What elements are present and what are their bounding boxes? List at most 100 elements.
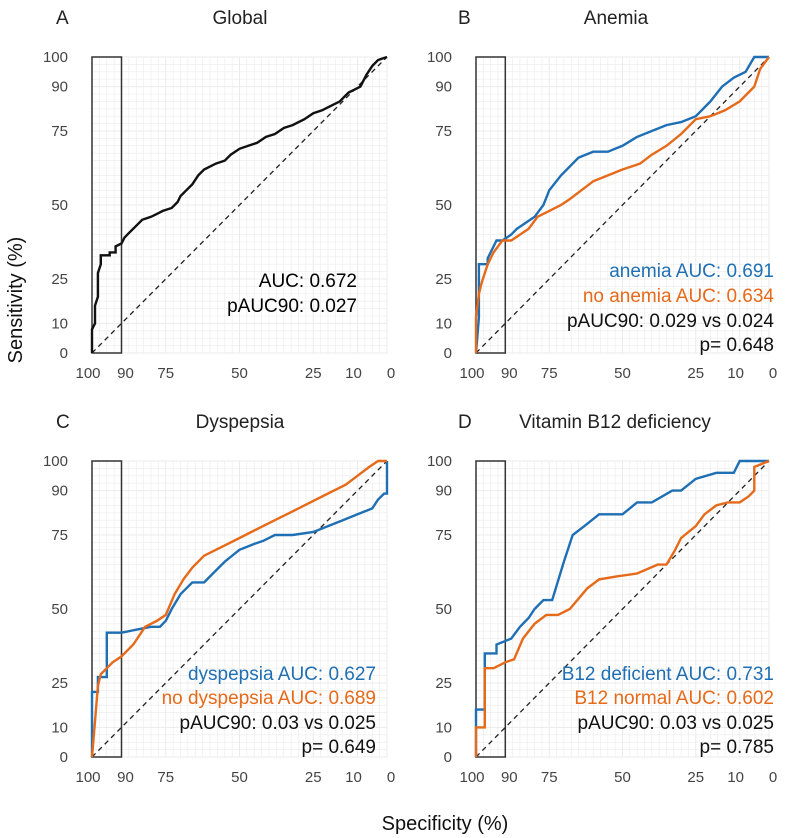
- x-tick-label: 0: [769, 769, 777, 786]
- y-tick-label: 90: [435, 483, 452, 500]
- y-tick-label: 50: [51, 601, 68, 618]
- x-tick-label: 50: [231, 769, 248, 786]
- panel-letter: C: [56, 412, 70, 433]
- y-tick-label: 100: [43, 49, 68, 66]
- roc-curve-global: [90, 55, 388, 353]
- roc-curve-dyspepsia: [90, 461, 389, 757]
- partial-region-rect: [91, 56, 123, 354]
- diagonal-line: [475, 56, 770, 354]
- y-tick-label: 50: [435, 601, 452, 618]
- x-tick-label: 90: [117, 365, 134, 382]
- x-tick-label: 25: [305, 365, 322, 382]
- y-tick-label: 0: [60, 345, 68, 362]
- y-axis-title: Sensitivity (%): [5, 237, 27, 364]
- roc-curves: [474, 459, 770, 757]
- annotation-b12-normal-auc: B12 normal AUC: 0.602: [574, 688, 774, 709]
- partial-region-rect: [475, 56, 507, 354]
- y-tick-label: 25: [435, 271, 452, 288]
- annotation-p-value: p= 0.785: [700, 737, 775, 758]
- partial-region-rect: [91, 460, 123, 758]
- x-tick-label: 90: [501, 365, 518, 382]
- y-tick-label: 90: [435, 79, 452, 96]
- annotation-pauc: pAUC90: 0.027: [227, 296, 357, 317]
- y-tick-label: 100: [427, 453, 452, 470]
- annotation-pauc: pAUC90: 0.03 vs 0.025: [578, 713, 774, 734]
- panel-title: Anemia: [584, 8, 649, 29]
- partial-region-rect: [475, 460, 507, 758]
- y-tick-label: 10: [51, 719, 68, 736]
- y-tick-label: 10: [435, 719, 452, 736]
- panel-d-b12: D Vitamin B12 deficiency 01025507590100 …: [427, 412, 777, 786]
- chance-diagonal: [475, 460, 770, 758]
- x-tick-label: 90: [117, 769, 134, 786]
- y-tick-labels: 0 10 25 50 75 90 100: [43, 49, 68, 362]
- x-tick-label: 0: [387, 769, 395, 786]
- y-tick-labels: 0 10 25 50 75 90 100: [427, 49, 452, 362]
- y-tick-label: 10: [51, 315, 68, 332]
- annotation-pauc: pAUC90: 0.03 vs 0.025: [180, 713, 376, 734]
- y-tick-label: 50: [51, 197, 68, 214]
- x-tick-label: 50: [231, 365, 248, 382]
- y-tick-label: 0: [60, 749, 68, 766]
- x-tick-label: 10: [727, 365, 744, 382]
- y-tick-label: 25: [51, 271, 68, 288]
- x-tick-label: 75: [157, 365, 174, 382]
- partial-auc-box: [91, 56, 123, 354]
- panel-letter: B: [458, 8, 471, 29]
- y-tick-labels: 0 10 25 50 75 90 100: [43, 453, 68, 766]
- x-tick-label: 50: [614, 769, 631, 786]
- x-tick-label: 50: [614, 365, 631, 382]
- annotations: AUC: 0.672 pAUC90: 0.027: [227, 271, 357, 317]
- y-tick-label: 75: [51, 123, 68, 140]
- panel-letter: D: [458, 412, 472, 433]
- x-tick-labels: 100 90 75 50 25 10 0: [459, 365, 777, 382]
- grid: [91, 56, 388, 354]
- panel-title: Global: [213, 8, 268, 29]
- x-tick-label: 10: [345, 769, 362, 786]
- chance-diagonal: [91, 56, 388, 354]
- x-tick-label: 0: [769, 365, 777, 382]
- annotations: dyspepsia AUC: 0.627 no dyspepsia AUC: 0…: [162, 664, 376, 758]
- annotation-pauc: pAUC90: 0.029 vs 0.024: [567, 311, 774, 332]
- x-tick-label: 10: [727, 769, 744, 786]
- annotation-no-dyspepsia-auc: no dyspepsia AUC: 0.689: [162, 688, 376, 709]
- x-tick-label: 75: [541, 365, 558, 382]
- panel-title: Vitamin B12 deficiency: [519, 412, 711, 433]
- partial-auc-box: [475, 56, 507, 354]
- annotation-anemia-auc: anemia AUC: 0.691: [609, 261, 774, 282]
- x-tick-label: 0: [387, 365, 395, 382]
- annotation-dyspepsia-auc: dyspepsia AUC: 0.627: [188, 664, 376, 685]
- y-tick-label: 90: [51, 79, 68, 96]
- x-tick-labels: 100 90 75 50 25 10 0: [459, 769, 777, 786]
- roc-curve-anemia: [474, 55, 769, 354]
- annotation-auc: AUC: 0.672: [259, 271, 357, 292]
- grid: [475, 56, 770, 354]
- x-tick-label: 90: [501, 769, 518, 786]
- y-tick-label: 25: [51, 675, 68, 692]
- x-tick-label: 10: [345, 365, 362, 382]
- x-tick-label: 100: [75, 769, 100, 786]
- y-tick-label: 90: [51, 483, 68, 500]
- x-tick-label: 100: [75, 365, 100, 382]
- partial-auc-box: [475, 460, 507, 758]
- y-tick-label: 100: [43, 453, 68, 470]
- annotation-p-value: p= 0.648: [700, 335, 775, 356]
- diagonal-line: [475, 460, 770, 758]
- y-tick-label: 100: [427, 49, 452, 66]
- annotation-no-anemia-auc: no anemia AUC: 0.634: [583, 286, 775, 307]
- x-tick-label: 25: [687, 769, 704, 786]
- y-tick-label: 75: [435, 527, 452, 544]
- panel-title: Dyspepsia: [196, 412, 285, 433]
- grid: [475, 460, 770, 758]
- roc-curve-no-anemia: [474, 56, 770, 353]
- y-tick-label: 75: [51, 527, 68, 544]
- roc-curves: [90, 55, 388, 353]
- annotation-p-value: p= 0.649: [302, 737, 377, 758]
- chance-diagonal: [91, 460, 388, 758]
- diagonal-line: [91, 56, 388, 354]
- roc-curve-b12-normal: [474, 459, 770, 757]
